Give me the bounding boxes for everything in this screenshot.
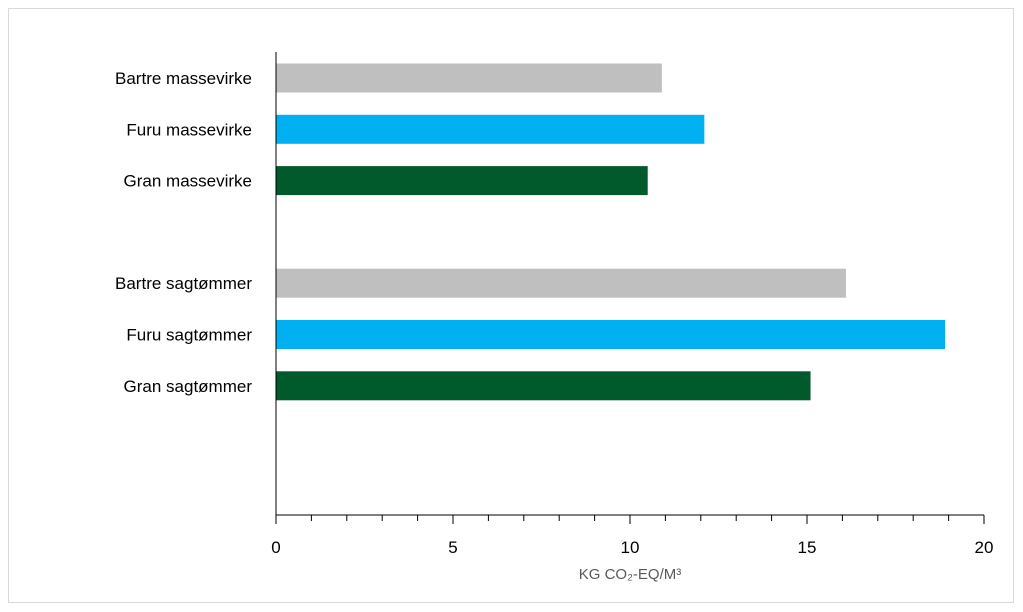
x-tick-label: 20 <box>975 538 994 557</box>
x-tick-label: 10 <box>621 538 640 557</box>
x-axis-title: KG CO₂-EQ/M³ <box>579 566 682 583</box>
chart-frame <box>8 8 1014 603</box>
category-label: Furu massevirke <box>126 120 252 139</box>
category-label: Bartre massevirke <box>115 69 252 88</box>
bars-group <box>276 63 946 401</box>
bar-furu-sagtommer <box>276 320 946 349</box>
x-tick-labels: 0 5 10 15 20 <box>271 538 993 557</box>
bar-bartre-massevirke <box>276 63 662 93</box>
bar-bartre-sagtommer <box>276 268 846 298</box>
bar-gran-sagtommer <box>276 371 811 401</box>
category-labels: Bartre massevirke Furu massevirke Gran mas… <box>115 69 252 396</box>
category-label: Gran massevirke <box>124 172 252 191</box>
x-tick-label: 15 <box>798 538 817 557</box>
bar-furu-massevirke <box>276 114 705 144</box>
category-label: Furu sagtømmer <box>126 326 252 345</box>
category-label: Bartre sagtømmer <box>115 274 252 293</box>
x-tick-label: 5 <box>448 538 457 557</box>
x-tick-label: 0 <box>271 538 280 557</box>
x-axis-ticks <box>275 515 985 524</box>
bar-gran-massevirke <box>276 166 648 196</box>
category-label: Gran sagtømmer <box>124 377 253 396</box>
